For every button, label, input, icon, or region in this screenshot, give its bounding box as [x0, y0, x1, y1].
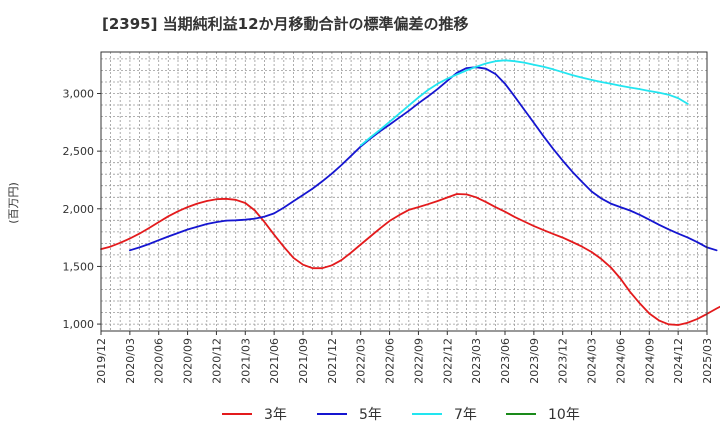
y-tick-label: 2,500: [63, 145, 95, 158]
x-tick-label: 2020/12: [210, 338, 223, 384]
y-tick-label: 1,000: [63, 318, 95, 331]
x-tick-label: 2023/03: [470, 338, 483, 384]
y-axis-label: (百万円): [7, 182, 20, 224]
x-tick-label: 2024/06: [614, 338, 627, 384]
x-tick-label: 2022/06: [384, 338, 397, 384]
plot-frame: [100, 51, 708, 332]
x-tick-label: 2021/03: [239, 338, 252, 384]
series-line: [100, 193, 720, 326]
x-tick-label: 2024/09: [643, 338, 656, 384]
x-tick-label: 2023/06: [499, 338, 512, 384]
legend: 3年 5年 7年 10年: [222, 407, 580, 423]
legend-label: 3年: [264, 407, 287, 423]
x-tick-label: 2020/06: [153, 338, 166, 384]
x-tick-label: 2020/03: [124, 338, 137, 384]
series-line: [128, 66, 718, 252]
y-tick-label: 3,000: [63, 88, 95, 101]
x-tick-label: 2021/09: [297, 338, 310, 384]
x-tick-label: 2021/06: [268, 338, 281, 384]
y-tick-labels: 1,000 1,500 2,000 2,500 3,000: [63, 88, 101, 331]
x-tick-label: 2021/12: [326, 338, 339, 384]
series-layer: [100, 59, 720, 326]
x-tick-label: 2019/12: [95, 338, 108, 384]
x-tick-label: 2024/03: [586, 338, 599, 384]
x-tick-label: 2022/12: [441, 338, 454, 384]
legend-label: 7年: [454, 407, 477, 423]
chart-title: [2395] 当期純利益12か月移動合計の標準偏差の推移: [102, 15, 469, 33]
x-tick-label: 2023/09: [528, 338, 541, 384]
x-tick-label: 2025/03: [701, 338, 714, 384]
y-tick-label: 2,000: [63, 203, 95, 216]
legend-label: 10年: [548, 407, 580, 423]
x-tick-label: 2023/12: [557, 338, 570, 384]
x-tick-label: 2024/12: [672, 338, 685, 384]
x-tick-label: 2020/09: [182, 338, 195, 384]
series-line: [359, 59, 689, 147]
x-tick-label: 2022/09: [412, 338, 425, 384]
x-tick-labels: 2019/12 2020/03 2020/06 2020/09 2020/12 2021/…: [95, 331, 714, 384]
x-tick-label: 2022/03: [355, 338, 368, 384]
grid-layer: [101, 52, 707, 331]
legend-label: 5年: [359, 407, 382, 423]
y-tick-label: 1,500: [63, 260, 95, 273]
